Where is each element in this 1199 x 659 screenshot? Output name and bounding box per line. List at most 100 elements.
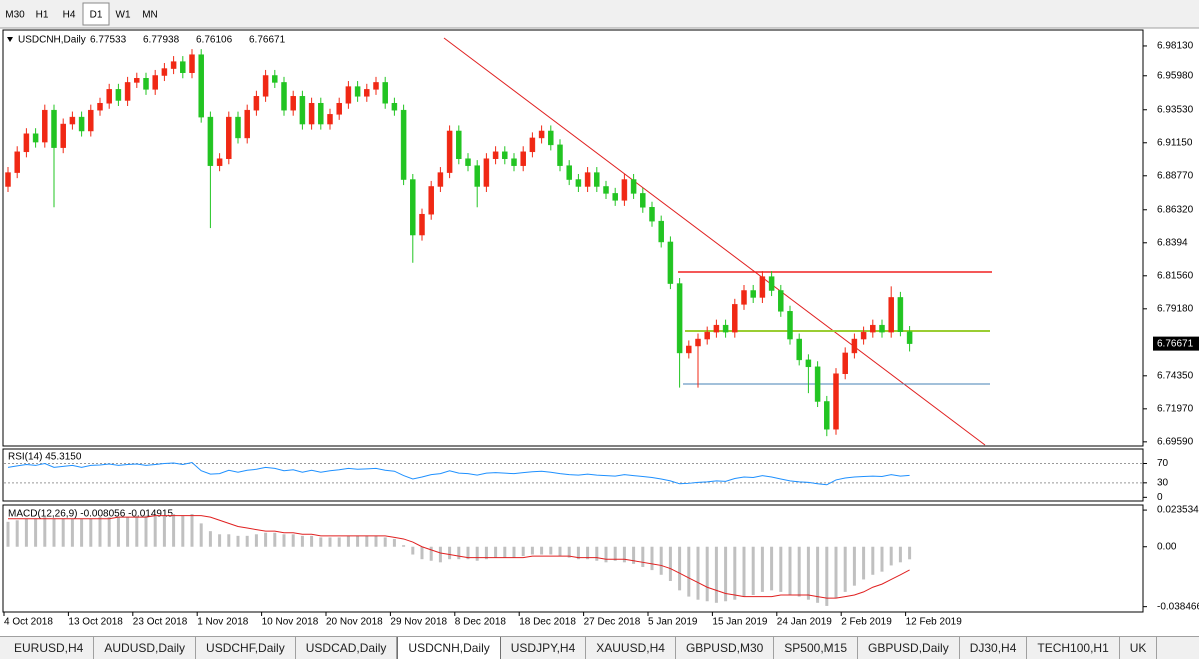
- macd-bar: [843, 546, 847, 592]
- macd-bar: [770, 546, 774, 591]
- symbol-tab[interactable]: XAUUSD,H4: [586, 637, 676, 659]
- timeframe-button[interactable]: [29, 3, 55, 25]
- candle-body: [207, 116, 214, 166]
- timeframe-button[interactable]: [137, 3, 163, 25]
- symbol-tab[interactable]: USDCAD,Daily: [296, 637, 398, 659]
- macd-title: MACD(12,26,9) -0.008056 -0.014915: [8, 509, 174, 520]
- y-tick-label: 0.00: [1157, 541, 1177, 552]
- macd-bar: [852, 546, 856, 586]
- macd-bar: [346, 535, 350, 547]
- timeframe-label: W1: [116, 10, 131, 21]
- candle-body: [511, 158, 517, 166]
- candle-body: [870, 324, 876, 333]
- symbol-tab[interactable]: EURUSD,H4: [4, 637, 95, 659]
- candle-body: [235, 116, 241, 139]
- candle-body: [161, 68, 168, 76]
- macd-bar: [668, 546, 672, 582]
- candle-body: [180, 61, 186, 73]
- x-tick-label: 10 Nov 2018: [262, 617, 319, 628]
- symbol-tab[interactable]: AUDUSD,Daily: [94, 637, 197, 659]
- candle-body: [658, 220, 664, 243]
- candle-body: [621, 179, 628, 201]
- symbol-tab[interactable]: SP500,M15: [774, 637, 859, 659]
- macd-bar: [788, 546, 792, 596]
- candle-body: [446, 130, 453, 173]
- macd-bar: [484, 546, 488, 560]
- macd-bar: [880, 546, 884, 572]
- open-value: 6.77533: [90, 35, 127, 46]
- timeframe-button[interactable]: [110, 3, 136, 25]
- symbol-tab[interactable]: USDCNH,Daily: [397, 637, 501, 659]
- y-tick-label: 6.91150: [1157, 137, 1193, 148]
- y-tick-label: 6.79180: [1157, 303, 1194, 314]
- macd-bar: [300, 535, 304, 547]
- candle-body: [32, 133, 39, 143]
- symbol-tab[interactable]: USDCHF,Daily: [196, 637, 296, 659]
- candle-body: [244, 109, 250, 139]
- timeframe-label: H1: [36, 10, 49, 21]
- macd-bar: [466, 546, 470, 560]
- symbol-tab[interactable]: TECH100,H1: [1027, 637, 1120, 659]
- candle-body: [649, 207, 655, 222]
- y-tick-label: 0.023534: [1157, 505, 1199, 516]
- candle-body: [465, 158, 471, 166]
- candle-body: [134, 78, 140, 83]
- timeframe-label: MN: [142, 10, 158, 21]
- x-tick-label: 20 Nov 2018: [326, 617, 383, 628]
- timeframe-button[interactable]: [56, 3, 82, 25]
- candle-body: [373, 82, 379, 90]
- macd-bar: [632, 546, 636, 564]
- macd-bar: [586, 546, 590, 560]
- candle-body: [23, 133, 30, 153]
- timeframe-button[interactable]: [2, 3, 28, 25]
- candle-body: [124, 82, 131, 101]
- symbol-tab[interactable]: UK: [1120, 637, 1158, 659]
- dropdown-icon[interactable]: [7, 37, 13, 42]
- candle-body: [143, 78, 149, 90]
- macd-bar: [392, 538, 396, 547]
- symbol-tab[interactable]: USDJPY,H4: [501, 637, 587, 659]
- macd-bar: [291, 534, 295, 547]
- candle-body: [630, 179, 637, 194]
- trend-line[interactable]: [443, 37, 986, 446]
- macd-bar: [337, 537, 341, 547]
- x-tick-label: 23 Oct 2018: [133, 617, 188, 628]
- tab-bar: EURUSD,H4 AUDUSD,Daily USDCHF,Daily USDCAD,…: [0, 636, 1199, 659]
- candle-body: [60, 123, 66, 148]
- candle-body: [483, 158, 490, 187]
- macd-bar: [61, 518, 65, 547]
- macd-bar: [24, 518, 28, 547]
- macd-bar: [806, 546, 810, 600]
- y-tick-label: 6.69590: [1157, 436, 1194, 447]
- timeframe-button[interactable]: [82, 2, 110, 26]
- candle-body: [750, 290, 756, 298]
- macd-bar: [34, 518, 38, 547]
- symbol-tab[interactable]: DJ30,H4: [960, 637, 1028, 659]
- y-tick-label: 30: [1157, 477, 1169, 488]
- macd-bar: [199, 523, 203, 547]
- macd-bar: [438, 546, 442, 563]
- macd-bar: [227, 534, 231, 547]
- candle-body: [327, 114, 333, 125]
- candle-body: [566, 165, 572, 180]
- candle-body: [897, 297, 904, 332]
- candle-body: [410, 179, 416, 236]
- macd-bar: [172, 514, 176, 547]
- candle-body: [69, 116, 76, 125]
- macd-bar: [714, 546, 718, 603]
- macd-bar: [457, 546, 461, 560]
- candle-body: [768, 276, 775, 291]
- candle-body: [106, 89, 112, 104]
- candle-body: [842, 352, 848, 374]
- candle-body: [226, 116, 232, 159]
- candle-body: [548, 130, 554, 146]
- macd-bar: [604, 546, 608, 563]
- candle-body: [686, 345, 692, 354]
- candle-body: [557, 144, 563, 166]
- macd-bar: [595, 546, 599, 561]
- candle-body: [290, 96, 296, 111]
- x-tick-label: 24 Jan 2019: [777, 617, 832, 628]
- symbol-tab[interactable]: GBPUSD,Daily: [858, 637, 960, 659]
- macd-bar: [254, 534, 258, 547]
- symbol-tab[interactable]: GBPUSD,M30: [676, 637, 775, 659]
